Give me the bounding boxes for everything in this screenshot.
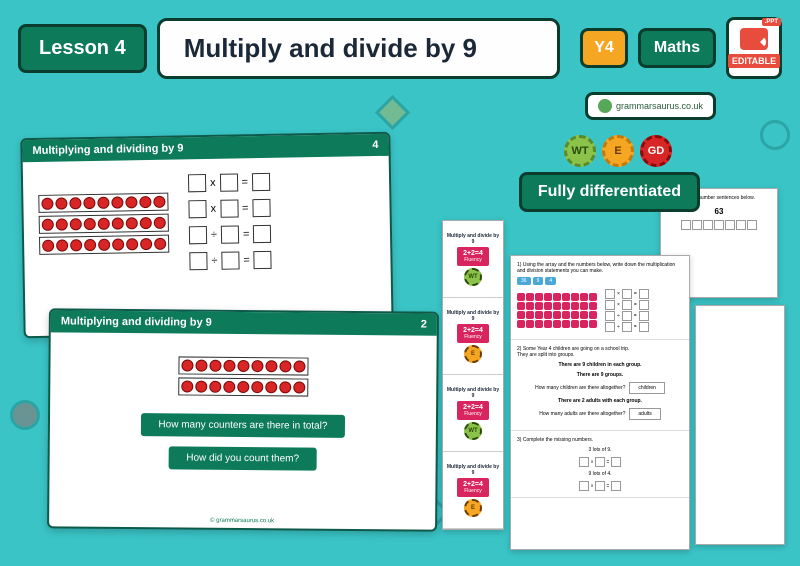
slide2-footer: © grammarsaurus.co.uk — [210, 518, 274, 525]
question-1: How many counters are there in total? — [140, 413, 345, 438]
worksheet-main: 1) Using the array and the numbers below… — [510, 255, 690, 550]
ws2-q2f: There are 2 adults with each group. — [517, 398, 683, 404]
slide1-title: Multiplying and dividing by 9 — [32, 142, 183, 157]
ws2-q3: 3) Complete the missing numbers. — [517, 437, 683, 443]
ws2-q2g: How many adults are there altogether? — [539, 411, 625, 417]
worksheet-back-2 — [695, 305, 785, 545]
slide1-page: 4 — [372, 139, 378, 151]
ws2-q1: 1) Using the array and the numbers below… — [517, 262, 683, 274]
ws2-q3a: 3 lots of 9. — [517, 447, 683, 453]
ppt-icon — [740, 28, 768, 50]
subject-tag: Maths — [638, 28, 716, 68]
lesson-title: Multiply and divide by 9 — [157, 18, 560, 79]
wt-badge: WT — [564, 135, 596, 167]
children-answer-box: children — [629, 382, 665, 394]
slide-preview-2: Multiplying and dividing by 9 2 How many… — [47, 308, 439, 531]
number-pills: 3694 — [517, 277, 683, 285]
header-bar: Lesson 4 Multiply and divide by 9 Y4 Mat… — [18, 18, 782, 78]
ws2-q2c: There are 9 children in each group. — [517, 362, 683, 368]
editable-label: EDITABLE — [728, 54, 780, 68]
brand-badge: grammarsaurus.co.uk — [585, 92, 716, 120]
equation-boxes: x=x=÷=÷= — [188, 173, 272, 270]
question-2: How did you count them? — [168, 446, 317, 470]
slide-preview-1: Multiplying and dividing by 9 4 x=x=÷=÷= — [20, 132, 393, 338]
gd-badge: GD — [640, 135, 672, 167]
ws2-q2d: There are 9 groups. — [517, 372, 683, 378]
fully-differentiated-badge: Fully differentiated — [519, 172, 700, 212]
ppt-label: .PPT — [762, 18, 781, 26]
differentiation-badges: WT E GD — [564, 135, 672, 167]
counter-array-3x9 — [38, 193, 169, 255]
slide2-title: Multiplying and dividing by 9 — [61, 315, 212, 328]
counter-array-2x9 — [178, 356, 308, 396]
pink-array-4x9 — [517, 293, 597, 328]
slide2-page: 2 — [421, 319, 427, 331]
statement-boxes: ×=×=÷=÷= — [605, 288, 649, 333]
year-tag: Y4 — [580, 28, 628, 68]
lesson-number-badge: Lesson 4 — [18, 24, 147, 73]
ws2-q2e: How many children are there altogether? — [535, 385, 625, 391]
worksheet-strip: Multiply and divide by 92+2=4FluencyWTMu… — [442, 220, 504, 530]
ws2-q3b: 9 lots of 4. — [517, 471, 683, 477]
brand-text: grammarsaurus.co.uk — [616, 101, 703, 111]
ppt-badge: .PPT EDITABLE — [726, 17, 782, 79]
ws2-q2b: They are split into groups. — [517, 352, 683, 358]
adults-answer-box: adults — [629, 408, 660, 420]
e-badge: E — [602, 135, 634, 167]
